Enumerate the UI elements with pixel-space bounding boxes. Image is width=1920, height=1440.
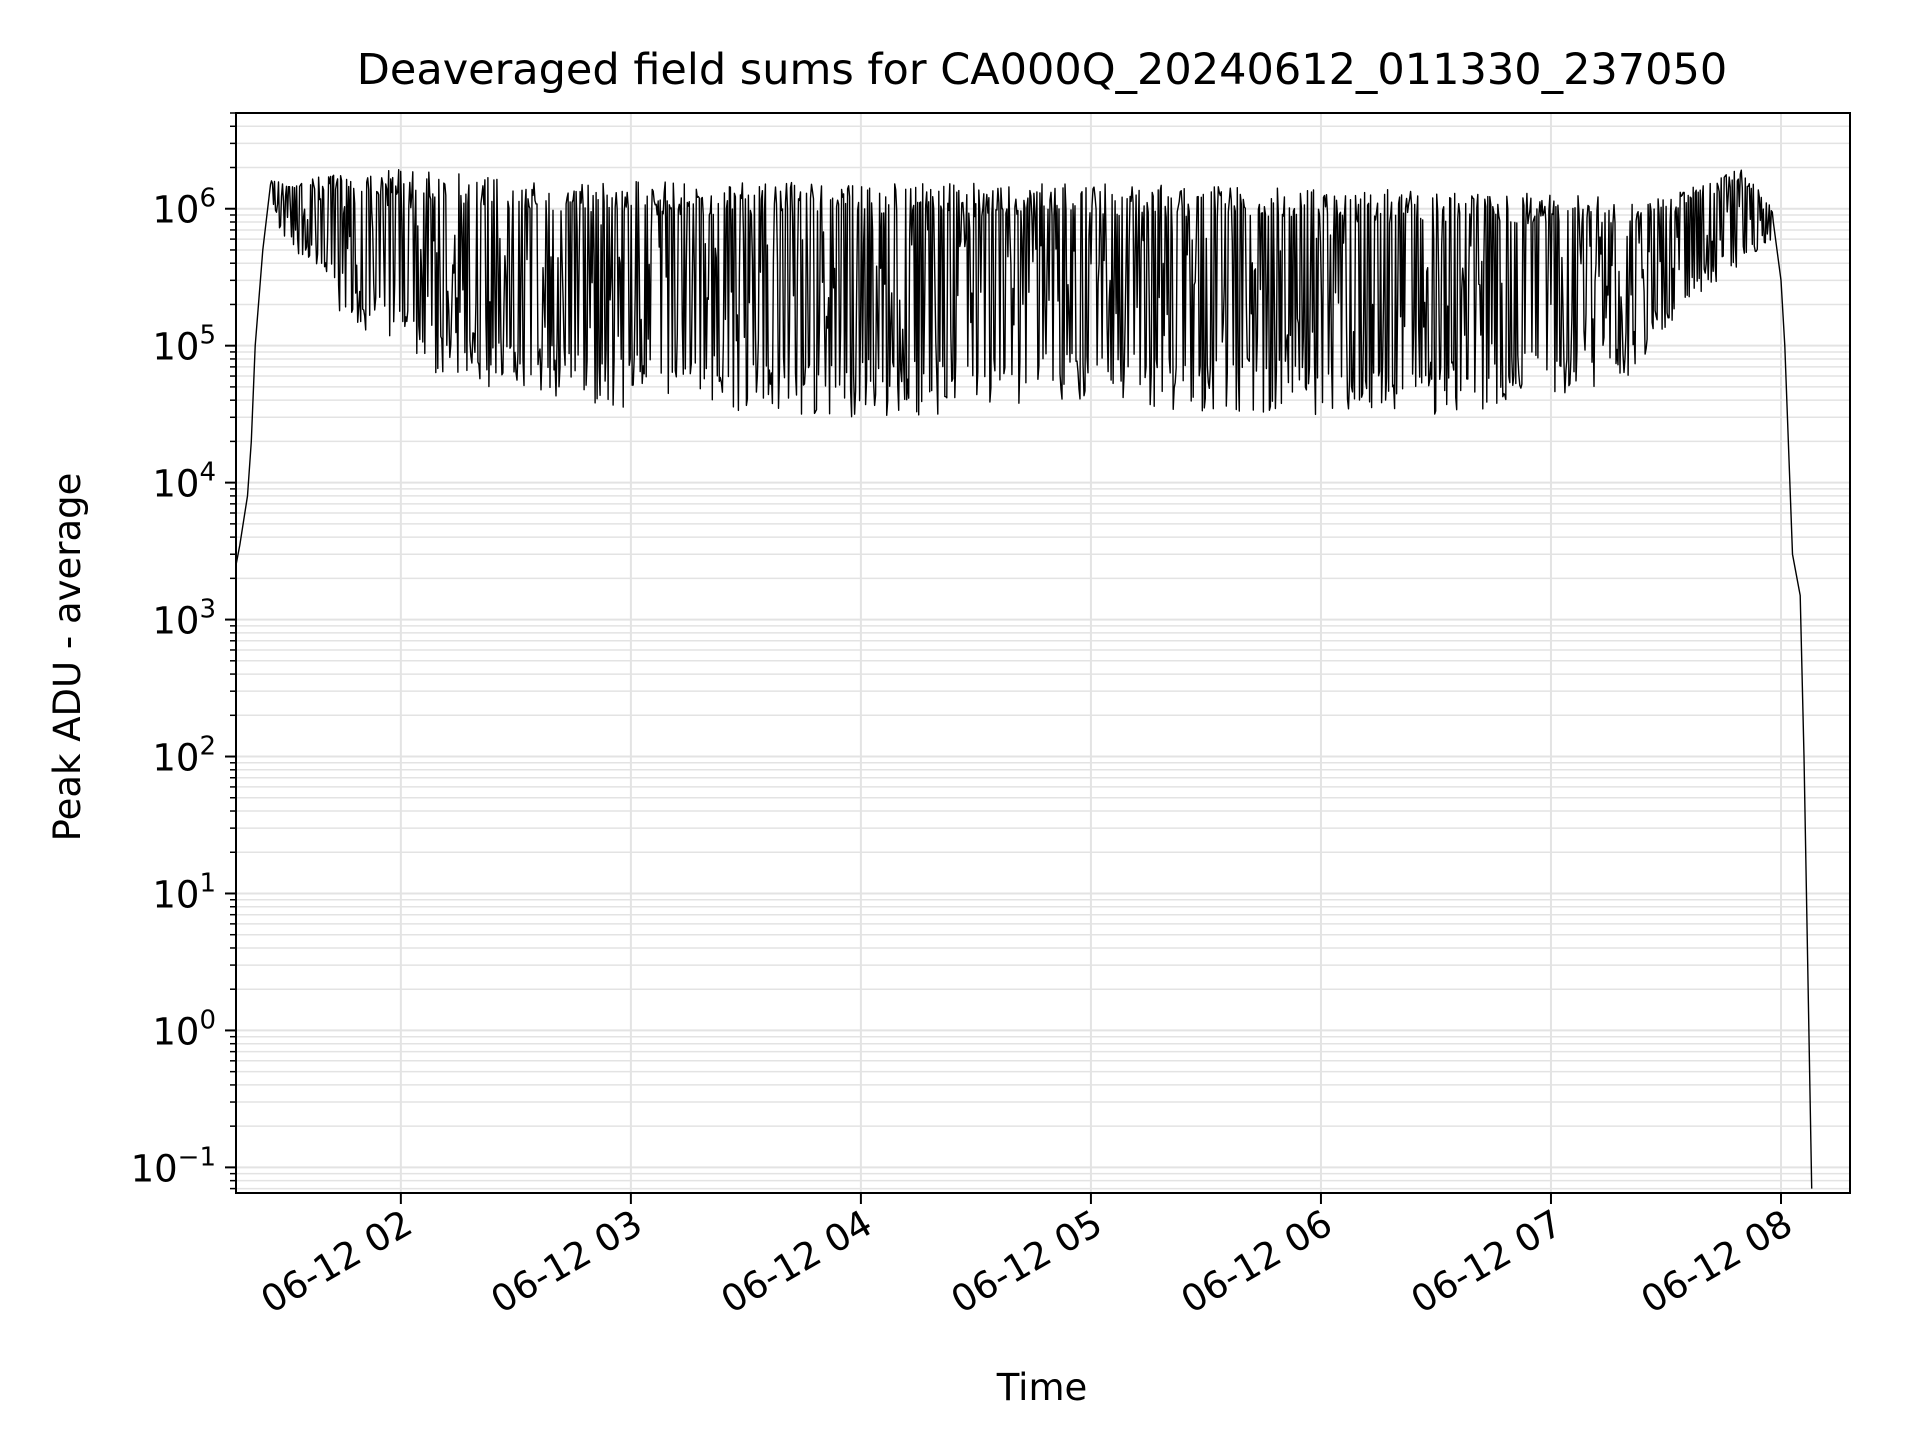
- chart-title: Deaveraged field sums for CA000Q_2024061…: [357, 45, 1727, 95]
- plot-frame: [235, 112, 1851, 1194]
- y-tick-label: 10−1: [131, 1142, 216, 1190]
- series: [235, 168, 1813, 1189]
- grid: [236, 112, 1850, 1193]
- series-line: [235, 168, 1813, 1189]
- x-axis-label: Time: [996, 1366, 1088, 1409]
- y-tick-label: 102: [152, 732, 216, 780]
- y-tick-label: 106: [152, 184, 216, 232]
- y-tick-label: 104: [152, 458, 216, 506]
- y-axis-label: Peak ADU - average: [46, 473, 89, 842]
- y-tick-label: 105: [152, 321, 216, 369]
- y-tick-label: 100: [152, 1005, 216, 1053]
- y-tick-label: 101: [152, 868, 216, 916]
- y-tick-label: 103: [152, 595, 216, 643]
